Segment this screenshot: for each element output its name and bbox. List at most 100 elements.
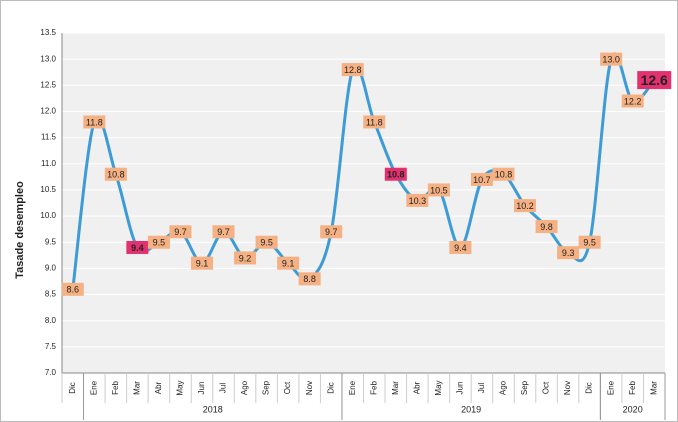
value-label-box xyxy=(363,115,386,129)
y-tick-label: 7.5 xyxy=(45,342,57,351)
value-label: 10.8 xyxy=(387,170,405,180)
value-label-box xyxy=(169,225,192,239)
value-label-box xyxy=(255,235,278,249)
value-label: 9.4 xyxy=(131,243,144,253)
y-tick-label: 8.5 xyxy=(45,290,57,299)
y-axis-label: Tasade desempleo xyxy=(14,181,26,279)
highlight-label-box xyxy=(126,240,149,254)
x-tick-label: Mar xyxy=(132,381,141,395)
value-label-box xyxy=(492,167,515,181)
value-label: 9.1 xyxy=(282,259,295,269)
value-label: 10.8 xyxy=(107,170,125,180)
x-tick-label: May xyxy=(176,380,185,395)
value-label: 9.1 xyxy=(196,259,209,269)
value-label-box xyxy=(406,193,429,207)
x-tick-label: Feb xyxy=(628,381,637,395)
value-label: 9.7 xyxy=(217,227,230,237)
value-label: 9.7 xyxy=(174,227,187,237)
value-label: 9.3 xyxy=(562,248,575,258)
x-tick-label: Mar xyxy=(649,381,658,395)
y-tick-label: 10.5 xyxy=(40,185,56,194)
value-label: 10.7 xyxy=(473,175,491,185)
value-label: 9.7 xyxy=(325,227,338,237)
value-label: 9.4 xyxy=(454,243,467,253)
x-tick-label: Feb xyxy=(111,381,120,395)
x-tick-label: May xyxy=(434,380,443,395)
y-tick-label: 11.5 xyxy=(41,133,57,142)
y-tick-label: 10.0 xyxy=(40,211,56,220)
highlight-label-box xyxy=(384,167,407,181)
group-label: 2020 xyxy=(623,404,643,414)
y-tick-label: 12.0 xyxy=(40,107,56,116)
x-tick-label: Feb xyxy=(369,381,378,395)
x-tick-label: Sep xyxy=(262,380,271,395)
x-tick-label: Ago xyxy=(499,380,508,395)
value-label-box xyxy=(83,115,106,129)
x-tick-label: Abr xyxy=(412,381,421,394)
value-label: 9.5 xyxy=(583,238,596,248)
value-label-box xyxy=(470,172,493,186)
value-label: 10.3 xyxy=(409,196,427,206)
value-label: 12.2 xyxy=(624,96,642,106)
value-label-box xyxy=(104,167,127,181)
value-label: 9.2 xyxy=(239,253,252,263)
x-tick-label: Mar xyxy=(391,381,400,395)
value-label-box xyxy=(234,251,257,265)
value-label-box xyxy=(600,52,623,66)
y-tick-label: 13.5 xyxy=(40,28,56,37)
value-label-box xyxy=(427,183,450,197)
value-label: 9.5 xyxy=(153,238,166,248)
x-tick-label: Oct xyxy=(283,381,292,394)
x-tick-label: Ene xyxy=(348,380,357,395)
value-label-box xyxy=(147,235,170,249)
value-label-box xyxy=(277,256,300,270)
x-tick-label: Jun xyxy=(456,382,465,395)
value-label: 12.6 xyxy=(641,72,668,88)
value-label-box xyxy=(212,225,235,239)
value-label: 11.8 xyxy=(366,117,383,127)
y-tick-label: 12.5 xyxy=(40,80,56,89)
value-label: 13.0 xyxy=(602,55,620,65)
x-tick-label: Dic xyxy=(326,382,335,394)
value-label-box xyxy=(341,63,364,77)
y-tick-label: 9.5 xyxy=(45,237,57,246)
x-tick-label: Dic xyxy=(585,382,594,394)
y-tick-label: 11.0 xyxy=(41,159,57,168)
value-label: 9.8 xyxy=(540,222,553,232)
value-label-box xyxy=(190,256,213,270)
value-label-box xyxy=(535,220,558,234)
value-label: 10.2 xyxy=(516,201,534,211)
value-label: 9.5 xyxy=(260,238,273,248)
group-label: 2018 xyxy=(203,404,223,414)
x-tick-label: Jun xyxy=(197,382,206,395)
value-label: 10.8 xyxy=(495,170,513,180)
value-label: 11.8 xyxy=(86,117,103,127)
y-tick-label: 7.0 xyxy=(45,368,57,377)
value-label: 8.6 xyxy=(67,285,80,295)
value-label-box xyxy=(61,282,84,296)
value-label-box xyxy=(514,199,537,213)
x-tick-label: Nov xyxy=(305,381,314,395)
value-label-box xyxy=(621,94,644,108)
plot-area xyxy=(62,33,665,373)
x-tick-label: Ene xyxy=(89,380,98,395)
value-label: 10.5 xyxy=(430,185,448,195)
x-tick-label: Jul xyxy=(477,383,486,393)
group-label: 2019 xyxy=(461,404,481,414)
y-tick-label: 13.0 xyxy=(40,54,56,63)
x-tick-label: Dic xyxy=(68,382,77,394)
x-tick-label: Sep xyxy=(520,380,529,395)
value-label-box xyxy=(298,272,321,286)
value-label-box xyxy=(557,246,580,260)
x-tick-label: Ago xyxy=(240,380,249,395)
value-label-box xyxy=(449,240,472,254)
y-tick-label: 9.0 xyxy=(45,263,57,272)
x-tick-label: Nov xyxy=(563,381,572,395)
value-label-box xyxy=(320,225,343,239)
x-tick-label: Ene xyxy=(606,380,615,395)
value-label-box xyxy=(578,235,601,249)
y-tick-label: 8.0 xyxy=(45,316,57,325)
x-tick-label: Abr xyxy=(154,381,163,394)
